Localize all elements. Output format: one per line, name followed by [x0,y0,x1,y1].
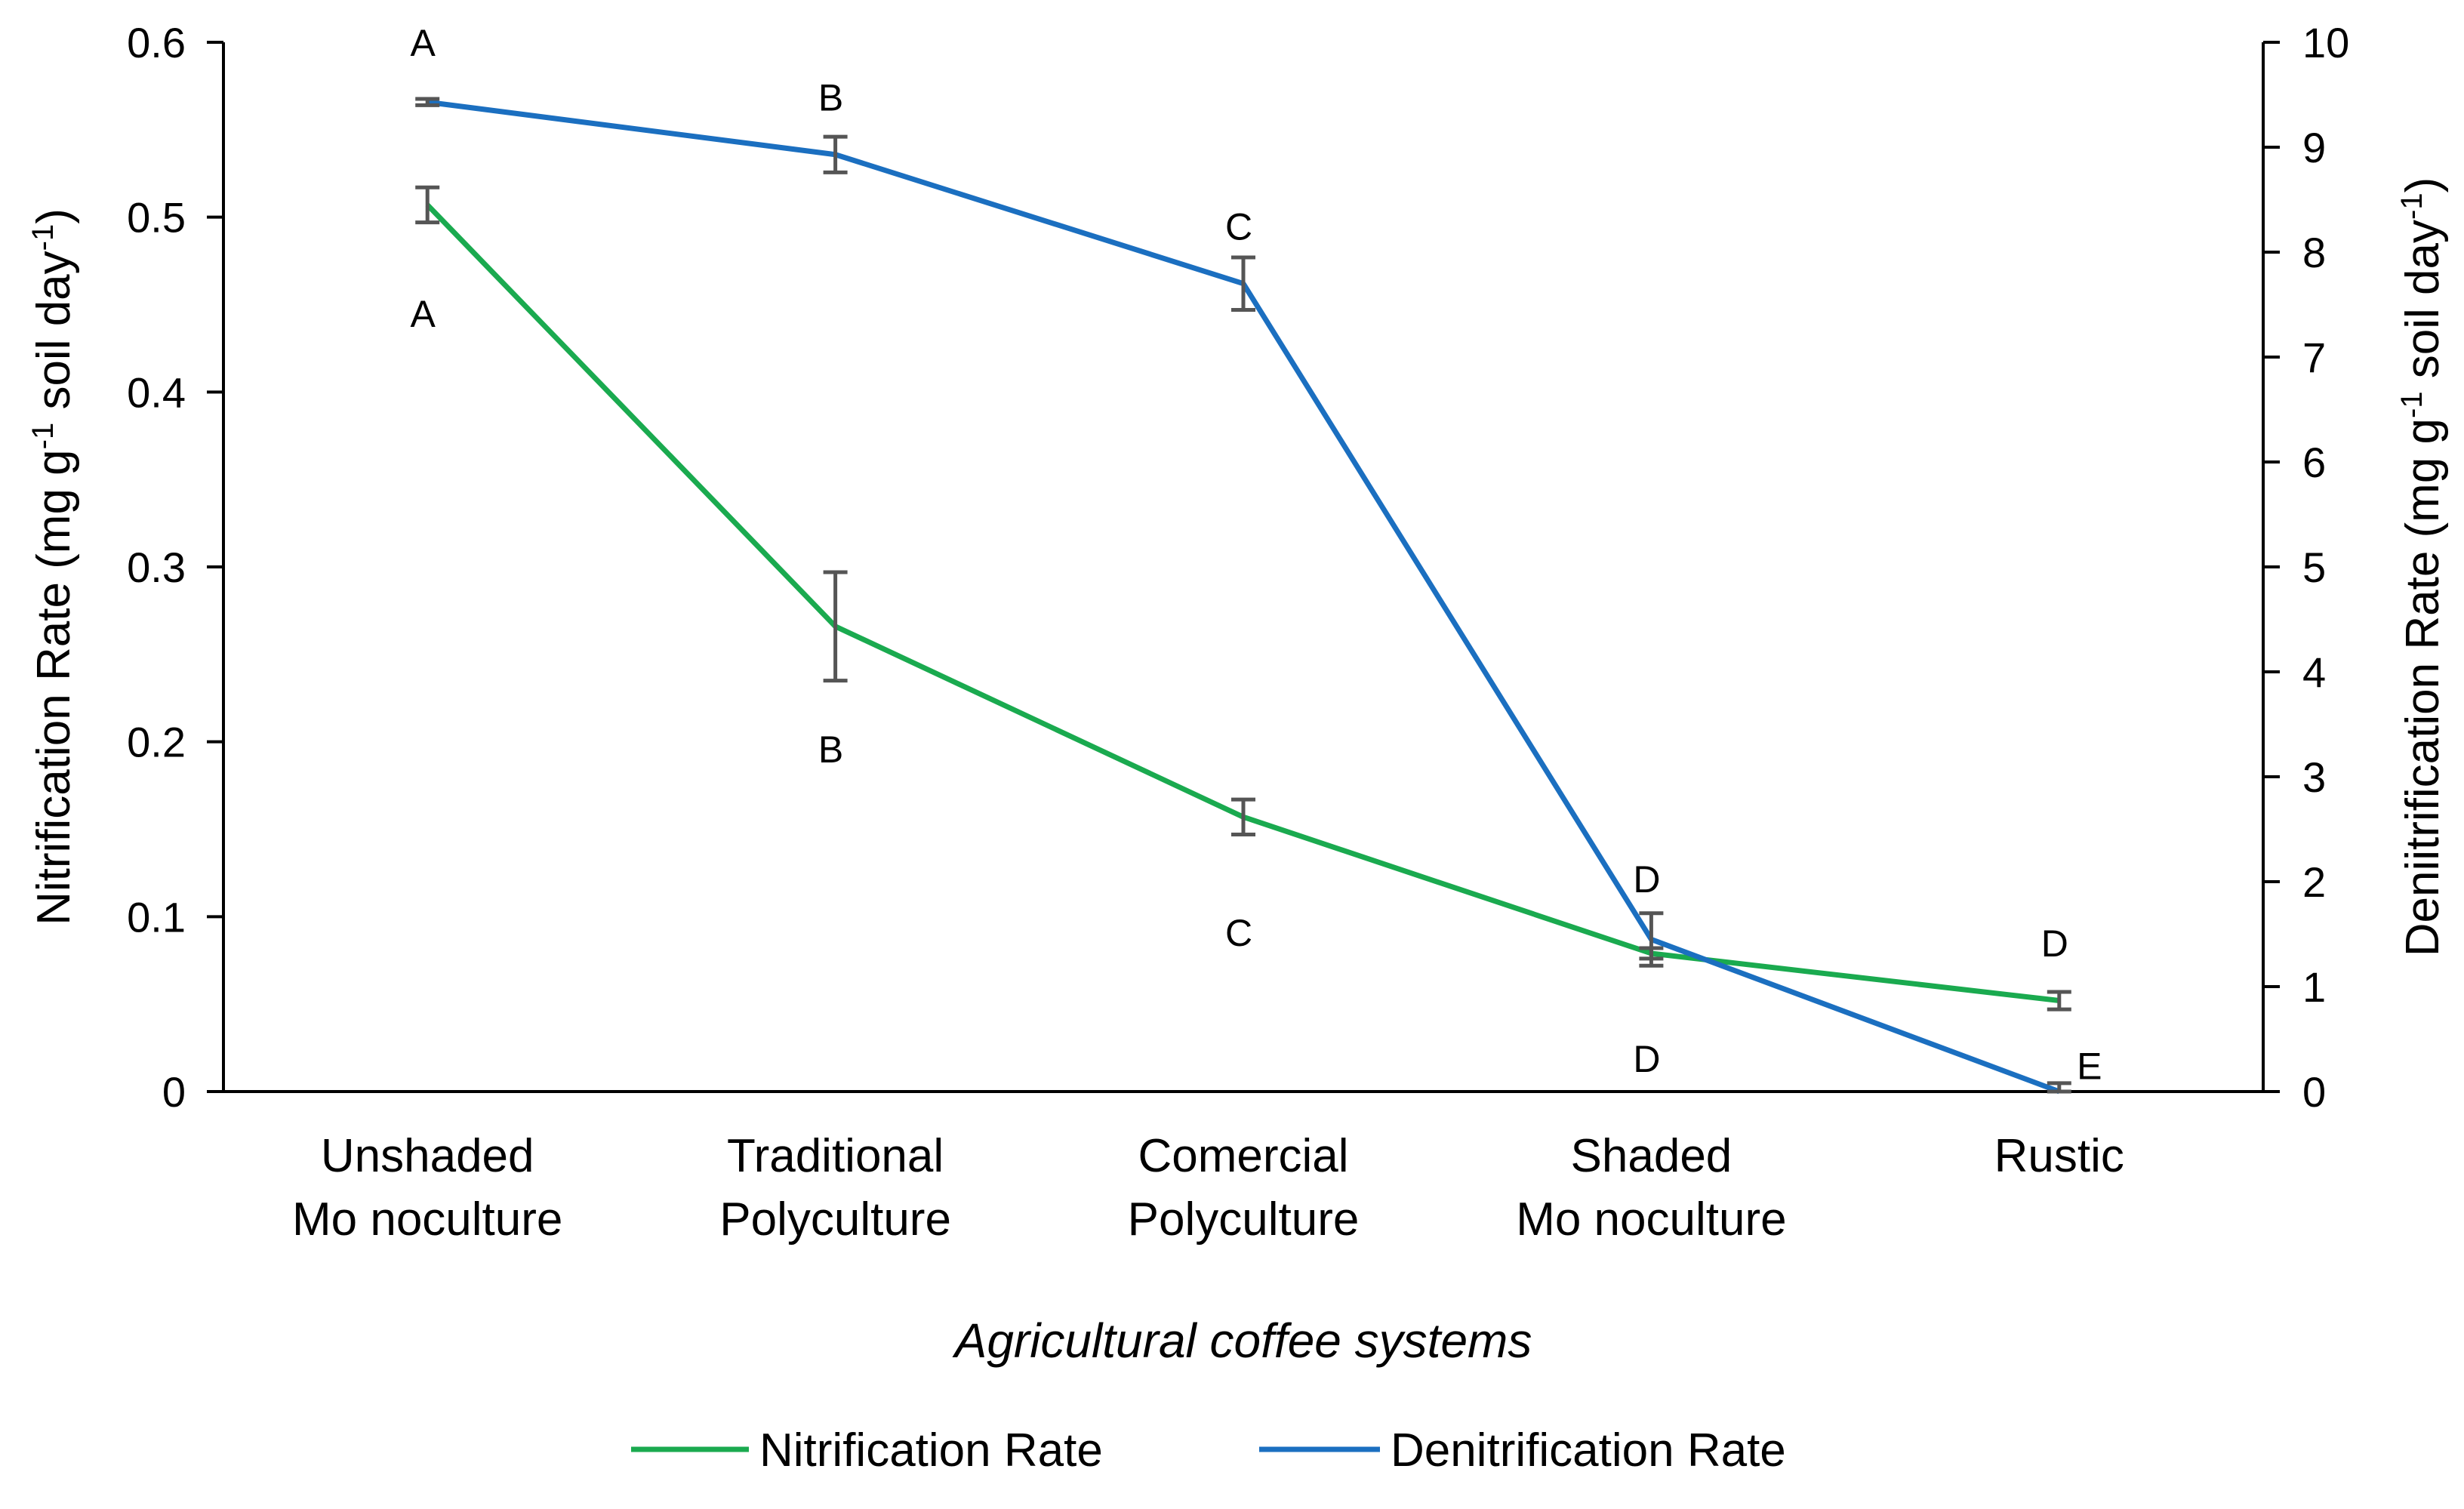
left-tick-label: 0.1 [127,893,186,941]
right-tick-label: 7 [2302,334,2326,381]
right-tick-label: 2 [2302,858,2326,906]
left-tick-label: 0.2 [127,719,186,766]
right-tick-label: 8 [2302,229,2326,276]
left-tick-label: 0.6 [127,19,186,66]
right-tick-label: 1 [2302,963,2326,1011]
x-category-label: Rustic [1994,1130,2124,1182]
left-tick-label: 0 [162,1068,186,1116]
right-tick-label: 3 [2302,753,2326,801]
left-tick-label: 0.5 [127,194,186,242]
right-y-axis-title: Deniitrification Rate (mg g-1 soil day-1… [2395,177,2449,957]
x-category-label: Comercial Polyculture [1128,1130,1360,1246]
labels-layer: A B C D D A B C D E [411,22,2102,1087]
right-tick-label: 0 [2302,1068,2326,1116]
x-category-label: Traditional Polyculture [719,1130,951,1246]
nitrification-rate-significance-letter: C [1225,912,1252,954]
legend-label-nitrification-rate: Nitrification Rate [759,1424,1103,1477]
right-tick-label: 6 [2302,439,2326,486]
denitrification-rate-significance-letter: A [411,22,436,64]
legend-label-denitrification-rate: Denitrification Rate [1391,1424,1786,1477]
legend: Nitrification Rate Denitrification Rate [631,1424,1786,1477]
series-layer [415,97,2071,1095]
denitrification-rate-significance-letter: C [1225,205,1252,248]
nitrification-rate-significance-letter: A [411,293,436,335]
x-category-label: Shaded Mo noculture [1516,1130,1786,1246]
denitrification-rate-significance-letter: B [818,76,843,119]
nitrification-rate-significance-letter: B [818,728,843,771]
left-tick-label: 0.4 [127,368,186,416]
denitrification-rate-significance-letter: D [1633,858,1660,901]
nitrification-rate-significance-letter: D [1633,1038,1660,1080]
left-tick-label: 0.3 [127,544,186,591]
axes-layer: 0 0.1 0.2 0.3 0.4 0.5 0.6 0 1 2 3 4 5 6 7 8 9 10 Unshaded M… [26,19,2449,1368]
nitrification-rate-line [425,203,2060,1004]
left-y-axis-title: Nitrification Rate (mg g-1 soil day-1) [26,208,80,925]
right-tick-label: 5 [2302,544,2326,591]
right-tick-label: 9 [2302,124,2326,171]
x-axis-title: Agricultural coffee systems [952,1313,1532,1368]
right-tick-label: 10 [2302,19,2349,66]
x-category-label: Unshaded Mo noculture [292,1130,562,1246]
right-tick-label: 4 [2302,648,2326,696]
nitrification-rate-significance-letter: D [2041,922,2068,965]
denitrification-rate-significance-letter: E [2077,1045,2102,1087]
